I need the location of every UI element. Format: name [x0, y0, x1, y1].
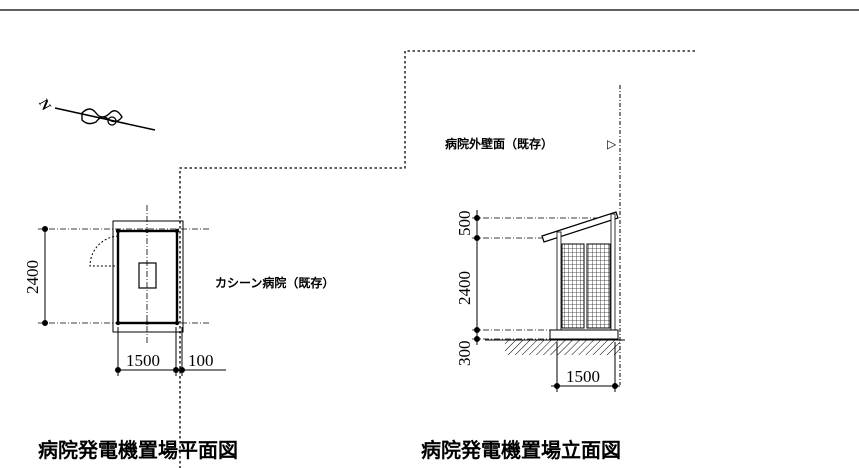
lattice-door-left: [561, 243, 585, 329]
elevation-dim-width: 1500: [566, 367, 600, 386]
wall-marker-icon: ▷: [607, 137, 617, 151]
elevation-title: 病院発電機置場立面図: [421, 438, 621, 462]
plan-height-dimension: [42, 226, 48, 326]
generator-unit: [138, 262, 157, 289]
plan-title: 病院発電機置場平面図: [38, 438, 238, 462]
elevation-height-dimension: [474, 210, 480, 345]
ground-hatch: [505, 340, 620, 355]
building-label: カシーン病院（既存）: [215, 275, 334, 290]
north-label: N: [35, 97, 53, 113]
elevation-dim-mid: 2400: [455, 271, 474, 305]
plan-dim-height: 2400: [23, 260, 42, 294]
elevation-dim-bottom: 300: [455, 341, 474, 367]
elevation-extension-lines: [472, 217, 615, 340]
north-arrow: N: [35, 97, 156, 131]
plan-dim-width: 1500: [126, 351, 160, 370]
door-swing: [89, 235, 119, 267]
existing-building-outline: [179, 50, 695, 468]
elevation-width-dimension: [551, 342, 620, 392]
generator-enclosure-plan: [89, 220, 184, 333]
plan-width-dimension: [115, 327, 226, 376]
plan-dim-gap: 100: [188, 351, 214, 370]
generator-enclosure-elevation: [541, 211, 619, 340]
elevation-dim-top: 500: [455, 211, 474, 237]
lattice-door-right: [586, 243, 611, 329]
wall-label: 病院外壁面（既存）: [445, 136, 553, 151]
